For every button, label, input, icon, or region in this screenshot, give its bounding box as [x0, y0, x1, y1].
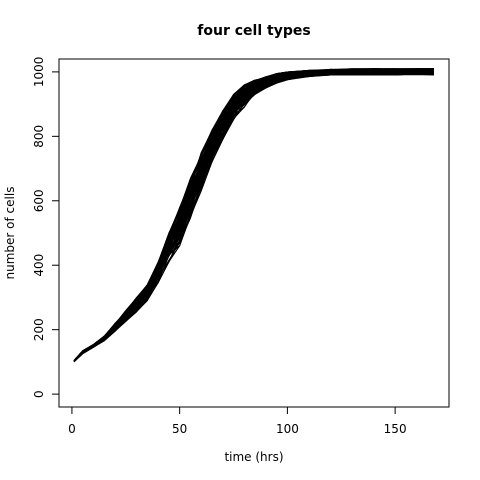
- y-axis: 0 200 400 600 800 1000: [32, 57, 60, 398]
- chart-title: four cell types: [197, 23, 310, 39]
- y-axis-label: number of cells: [3, 187, 17, 280]
- y-tick-label: 200: [32, 318, 46, 341]
- plot-frame: [58, 58, 450, 408]
- y-tick-label: 0: [32, 390, 46, 398]
- x-tick-label: 100: [276, 422, 299, 436]
- series-group: [73, 68, 434, 363]
- series-line: [73, 68, 434, 362]
- y-tick-label: 1000: [32, 57, 46, 88]
- y-tick-label: 600: [32, 189, 46, 212]
- y-tick-label: 800: [32, 125, 46, 148]
- x-tick-label: 50: [172, 422, 187, 436]
- y-tick-label: 400: [32, 254, 46, 277]
- x-tick-label: 0: [68, 422, 76, 436]
- series-line: [73, 73, 434, 362]
- series-line: [73, 71, 434, 362]
- x-axis: 0 50 100 150: [68, 406, 407, 436]
- x-tick-label: 150: [384, 422, 407, 436]
- x-axis-label: time (hrs): [224, 450, 283, 464]
- series-line: [73, 69, 434, 362]
